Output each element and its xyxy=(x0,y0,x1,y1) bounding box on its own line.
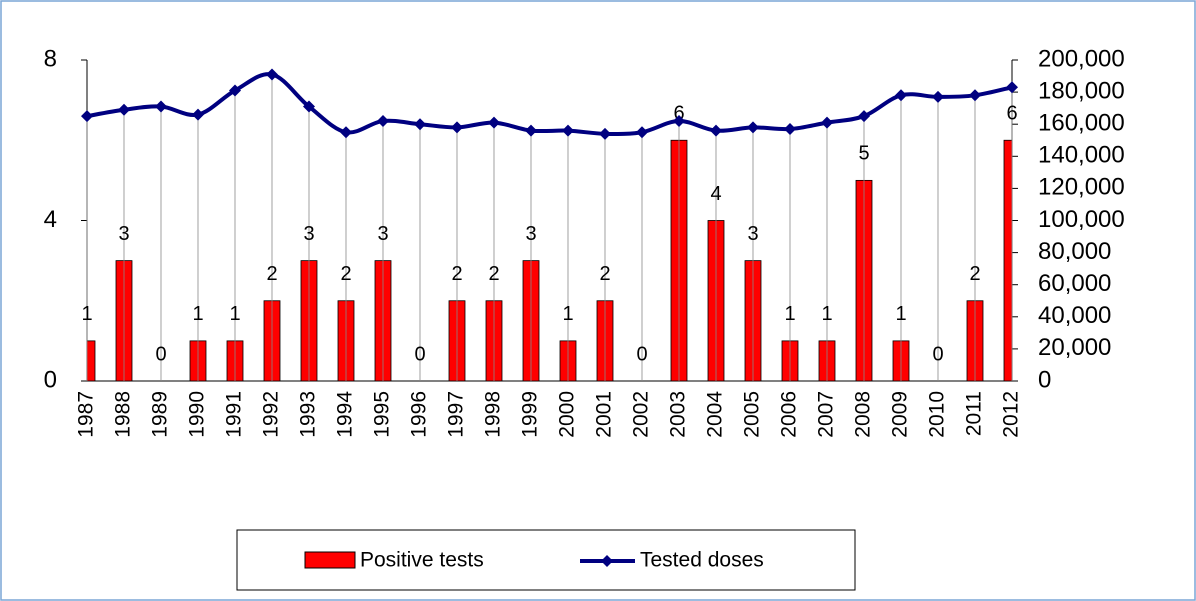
line-marker xyxy=(858,110,870,123)
value-label: 1 xyxy=(192,303,203,325)
line-marker xyxy=(266,68,278,81)
value-label: 2 xyxy=(266,263,277,285)
x-tick-label: 2012 xyxy=(1000,391,1023,438)
x-tick-label: 1990 xyxy=(186,391,209,438)
value-label: 1 xyxy=(821,303,832,325)
value-label: 3 xyxy=(303,223,314,245)
value-label: 1 xyxy=(81,303,92,325)
value-label: 1 xyxy=(895,303,906,325)
x-tick-label: 2010 xyxy=(926,391,949,438)
x-tick-label: 1988 xyxy=(112,391,135,438)
x-tick-label: 1987 xyxy=(75,391,98,438)
line-marker xyxy=(340,126,352,139)
y2-tick-label: 20,000 xyxy=(1038,334,1111,361)
value-label: 3 xyxy=(747,223,758,245)
line-marker xyxy=(895,89,907,102)
x-tick-label: 1989 xyxy=(149,391,172,438)
line-marker xyxy=(377,114,389,127)
line-marker xyxy=(784,123,796,136)
legend-swatch xyxy=(304,551,356,569)
value-label: 2 xyxy=(599,263,610,285)
x-tick-label: 1993 xyxy=(297,391,320,438)
value-label: 0 xyxy=(414,343,425,365)
value-label: 2 xyxy=(340,263,351,285)
bar xyxy=(1003,139,1012,381)
x-tick-label: 2004 xyxy=(704,391,727,438)
line-marker xyxy=(932,90,944,103)
line-marker xyxy=(81,110,93,123)
line-marker xyxy=(710,124,722,137)
y2-tick-label: 100,000 xyxy=(1038,206,1125,233)
value-label: 5 xyxy=(858,143,869,165)
y-tick-label: 0 xyxy=(44,366,57,393)
x-tick-label: 1998 xyxy=(482,391,505,438)
legend-label: Tested doses xyxy=(640,549,764,572)
value-label: 2 xyxy=(969,263,980,285)
value-label: 6 xyxy=(1006,103,1017,125)
line-marker xyxy=(414,118,426,131)
x-tick-label: 2001 xyxy=(593,391,616,438)
x-tick-label: 2007 xyxy=(815,391,838,438)
line-marker xyxy=(303,100,315,113)
line-marker xyxy=(821,116,833,129)
x-tick-label: 2011 xyxy=(963,391,986,436)
bar xyxy=(87,340,96,381)
x-tick-label: 2008 xyxy=(852,391,875,438)
line-marker xyxy=(599,127,611,140)
x-tick-label: 2006 xyxy=(778,391,801,438)
y2-tick-label: 140,000 xyxy=(1038,142,1125,169)
value-label: 1 xyxy=(562,303,573,325)
x-tick-label: 1997 xyxy=(445,391,468,438)
line-marker xyxy=(155,100,167,113)
y2-tick-label: 0 xyxy=(1038,366,1051,393)
x-tick-label: 1996 xyxy=(408,391,431,438)
x-tick-label: 2003 xyxy=(667,391,690,438)
y2-tick-label: 200,000 xyxy=(1038,45,1125,72)
line-marker xyxy=(747,121,759,134)
value-label: 1 xyxy=(229,303,240,325)
legend-label: Positive tests xyxy=(360,549,484,572)
value-label: 2 xyxy=(488,263,499,285)
x-tick-label: 1991 xyxy=(223,391,246,438)
line-marker xyxy=(451,121,463,134)
x-tick-label: 2009 xyxy=(889,391,912,438)
x-tick-label: 2002 xyxy=(630,391,653,438)
value-label: 2 xyxy=(451,263,462,285)
y-tick-label: 8 xyxy=(44,45,57,72)
value-label: 0 xyxy=(932,343,943,365)
value-label: 3 xyxy=(118,223,129,245)
y2-tick-label: 80,000 xyxy=(1038,238,1111,265)
line-marker xyxy=(1006,81,1018,94)
x-tick-label: 1995 xyxy=(371,391,394,438)
value-label: 4 xyxy=(710,183,721,205)
y-tick-label: 4 xyxy=(44,206,57,233)
line-marker xyxy=(969,89,981,102)
x-tick-label: 2005 xyxy=(741,391,764,438)
y2-tick-label: 60,000 xyxy=(1038,270,1111,297)
line-marker xyxy=(562,124,574,137)
x-tick-label: 1999 xyxy=(519,391,542,438)
value-label: 3 xyxy=(377,223,388,245)
x-tick-label: 1992 xyxy=(260,391,283,438)
line-marker xyxy=(229,84,241,97)
line-marker xyxy=(525,124,537,137)
line-marker xyxy=(488,116,500,129)
value-label: 1 xyxy=(784,303,795,325)
y2-tick-label: 120,000 xyxy=(1038,174,1125,201)
y2-tick-label: 180,000 xyxy=(1038,77,1125,104)
line-marker xyxy=(118,103,130,116)
y2-tick-label: 40,000 xyxy=(1038,302,1111,329)
y2-tick-label: 160,000 xyxy=(1038,110,1125,137)
line-marker xyxy=(636,126,648,139)
x-tick-label: 2000 xyxy=(556,391,579,438)
value-label: 3 xyxy=(525,223,536,245)
value-label: 6 xyxy=(673,103,684,125)
line-marker xyxy=(192,108,204,121)
line-marker xyxy=(673,114,685,127)
legend-marker xyxy=(601,555,613,567)
value-label: 0 xyxy=(155,343,166,365)
x-tick-label: 1994 xyxy=(334,391,357,438)
value-label: 0 xyxy=(636,343,647,365)
